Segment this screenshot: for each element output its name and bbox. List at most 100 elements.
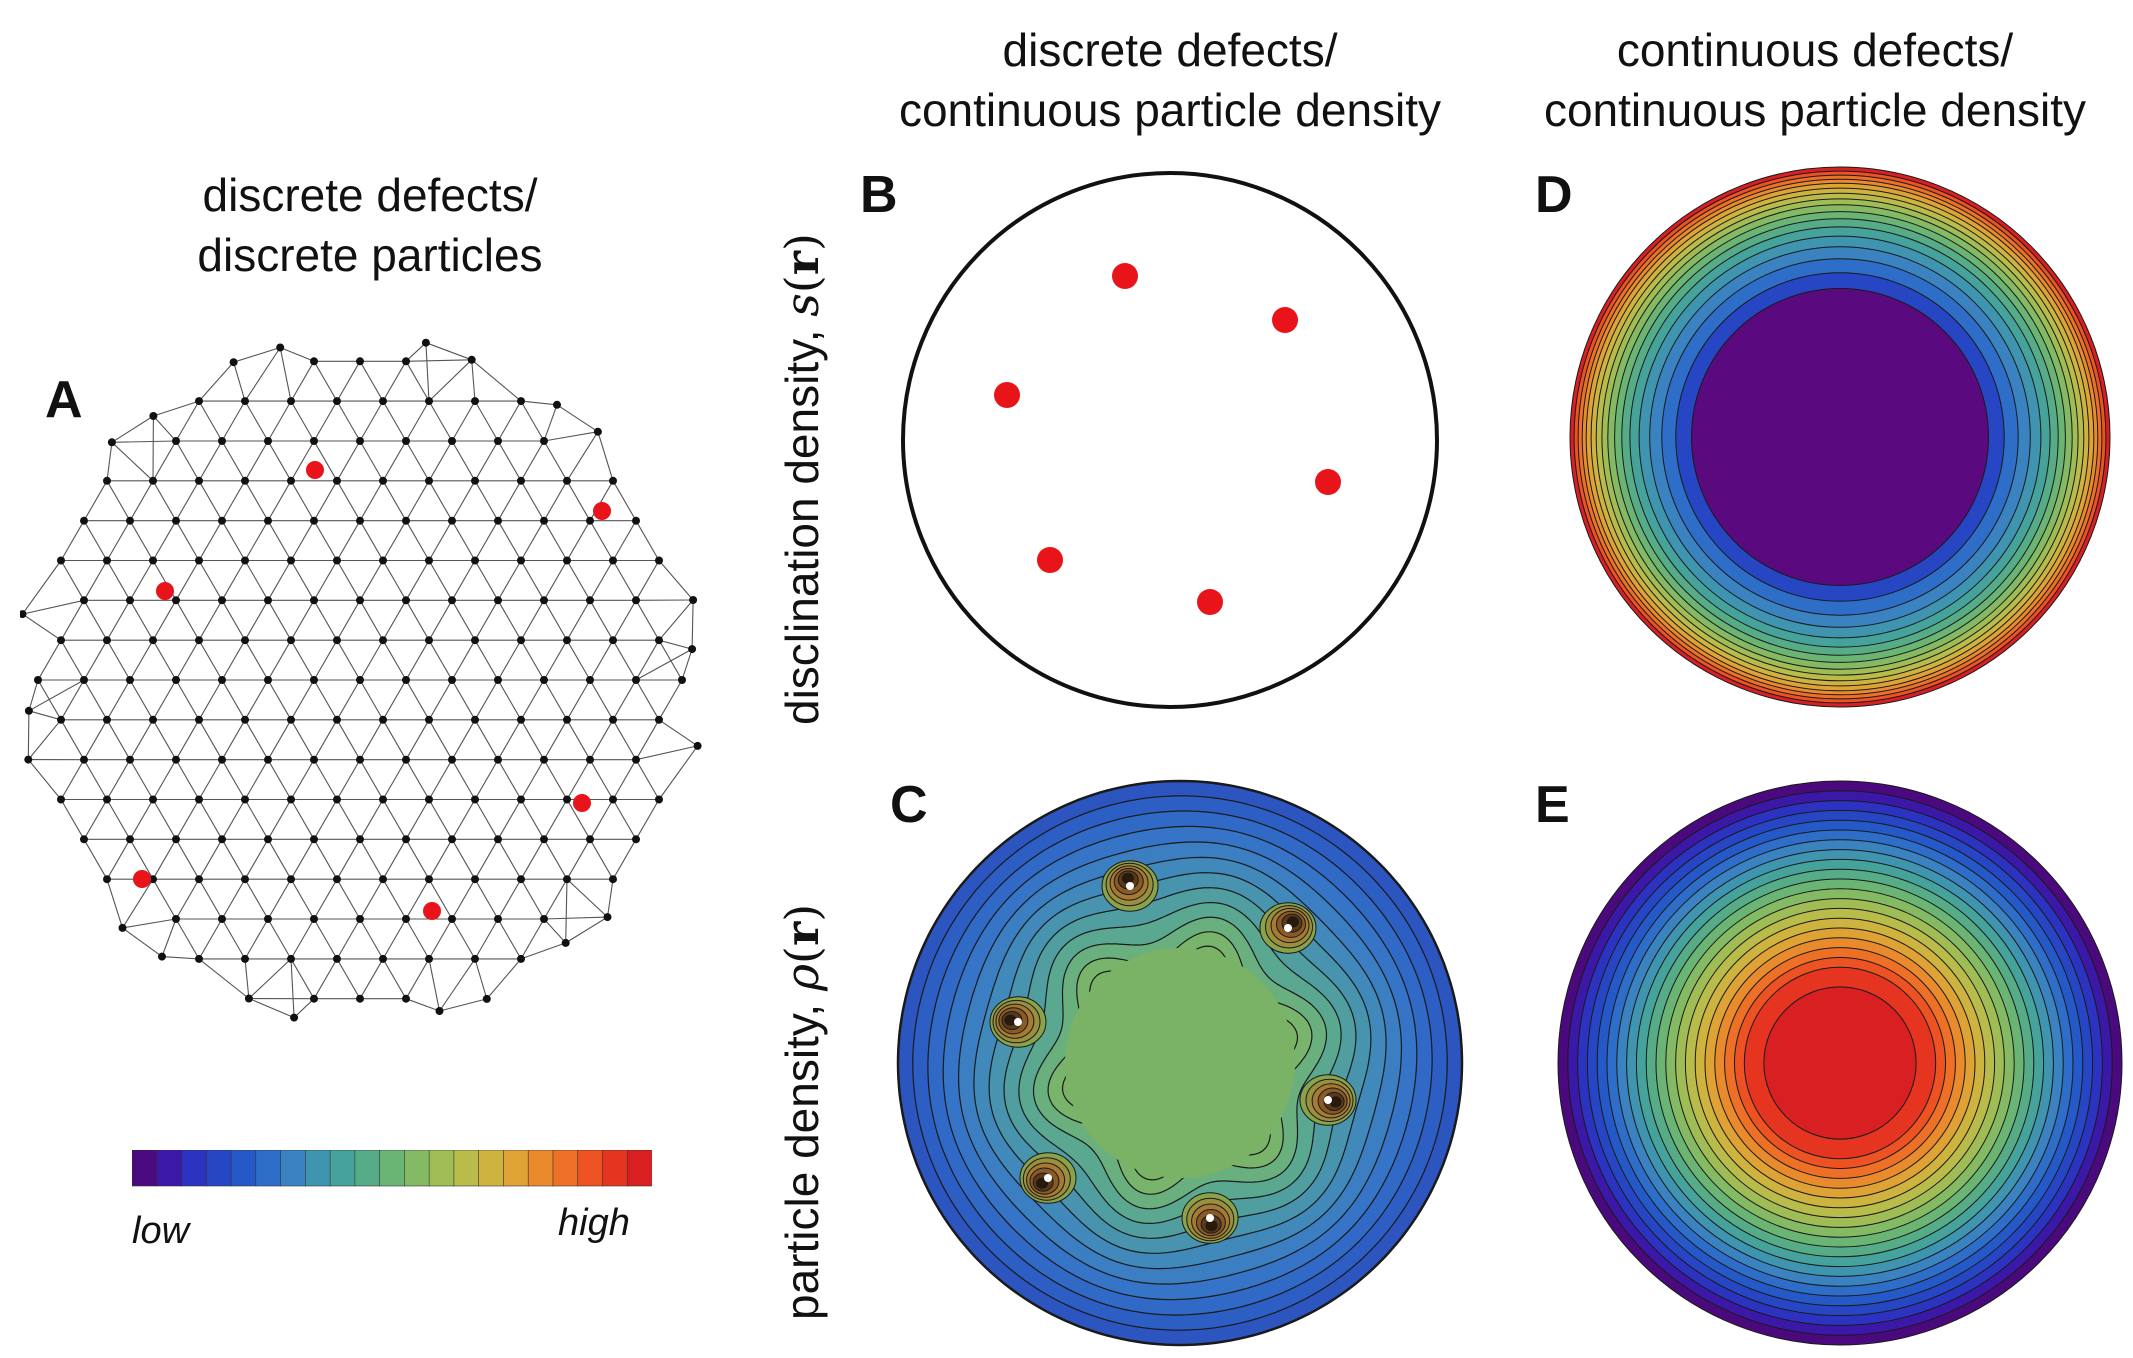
- lattice-edge: [267, 480, 292, 521]
- lattice-edge: [83, 799, 108, 840]
- lattice-edge: [612, 719, 637, 760]
- lattice-edge: [267, 639, 292, 681]
- lattice-node: [218, 596, 226, 605]
- lattice-node: [218, 835, 226, 844]
- lattice-edge: [565, 916, 608, 944]
- lattice-edge: [152, 600, 177, 641]
- lattice-edge: [566, 759, 591, 800]
- lattice-edge: [543, 639, 568, 681]
- lattice-edge: [152, 480, 177, 521]
- lattice-node: [689, 596, 698, 604]
- lattice-node: [24, 755, 33, 764]
- lattice-node: [333, 715, 341, 724]
- lattice-edge: [425, 342, 472, 361]
- lattice-node: [126, 676, 134, 684]
- lattice-edge: [428, 639, 453, 681]
- lattice-node: [494, 437, 502, 445]
- lattice-edge: [405, 958, 430, 999]
- colorbar-swatch: [329, 1150, 356, 1187]
- lattice-node: [494, 755, 502, 764]
- lattice-edge: [198, 600, 223, 641]
- lattice-node: [287, 556, 295, 565]
- lattice-edge: [313, 400, 338, 442]
- lattice-edge: [221, 759, 246, 800]
- lattice-edge: [152, 799, 177, 840]
- lattice-edge: [497, 639, 522, 681]
- lattice-edge: [244, 520, 269, 561]
- lattice-node: [333, 556, 341, 565]
- row-label-disclination-open: (: [775, 275, 829, 294]
- lattice-node: [158, 952, 166, 961]
- title-col-de-line1: continuous defects/: [1616, 24, 2014, 76]
- lattice-edge: [290, 520, 315, 561]
- lattice-node: [402, 835, 410, 844]
- lattice-edge: [474, 480, 499, 521]
- lattice-edge: [566, 480, 591, 521]
- lattice-edge: [474, 918, 499, 960]
- lattice-edge: [520, 878, 545, 920]
- lattice-edge: [336, 560, 361, 601]
- lattice-edges: [22, 342, 699, 1019]
- lattice-edge: [405, 480, 430, 521]
- lattice-edge: [474, 520, 499, 561]
- lattice-edge: [451, 759, 476, 800]
- title-col-bc-line2: continuous particle density: [898, 84, 1442, 136]
- lattice-edge: [111, 440, 177, 443]
- lattice-node: [241, 476, 249, 485]
- lattice-node: [195, 556, 203, 565]
- lattice-edge: [28, 710, 62, 721]
- lattice-node: [218, 915, 226, 923]
- lattice-edge: [27, 719, 62, 760]
- lattice-edge: [428, 520, 453, 561]
- lattice-edge: [83, 560, 108, 601]
- lattice-node: [172, 596, 180, 605]
- lattice-node: [241, 875, 249, 884]
- lattice-edge: [161, 918, 177, 957]
- lattice-edge: [382, 361, 407, 402]
- lattice-edge: [313, 759, 338, 800]
- lattice-edge: [60, 520, 85, 561]
- lattice-edge: [198, 639, 223, 681]
- lattice-edge: [520, 520, 545, 561]
- lattice-node: [471, 954, 479, 963]
- lattice-edge: [336, 639, 361, 681]
- lattice-edge: [566, 878, 608, 918]
- lattice-edge: [635, 679, 660, 721]
- lattice-edge: [382, 839, 407, 880]
- colorbar-swatch: [602, 1150, 629, 1187]
- lattice-edge: [60, 560, 85, 601]
- lattice-edge: [658, 560, 694, 601]
- lattice-edge: [198, 361, 235, 402]
- defect-dot: [1037, 547, 1063, 573]
- lattice-node: [609, 795, 617, 804]
- lattice-edge: [175, 839, 200, 880]
- lattice-edge: [497, 679, 522, 721]
- lattice-edge: [244, 560, 269, 601]
- lattice-edge: [313, 600, 338, 641]
- lattice-edge: [405, 918, 430, 960]
- lattice-edge: [497, 480, 522, 521]
- lattice-edge: [290, 480, 315, 521]
- lattice-edge: [290, 440, 315, 482]
- lattice-edge: [267, 400, 292, 442]
- lattice-node: [333, 476, 341, 485]
- lattice-node: [333, 397, 341, 406]
- lattice-edge: [359, 600, 384, 641]
- lattice-node: [264, 596, 272, 605]
- panel-e-particle-density: [1557, 780, 2123, 1346]
- lattice-node: [241, 636, 249, 645]
- panel-b-boundary: [901, 171, 1439, 709]
- panel-label-b: B: [860, 166, 898, 224]
- lattice-node: [471, 476, 479, 485]
- lattice-node: [310, 357, 318, 366]
- lattice-edge: [520, 400, 545, 442]
- particle-density-ring: [1763, 986, 1917, 1140]
- lattice-edge: [382, 679, 407, 721]
- lattice-edge: [566, 679, 591, 721]
- lattice-edge: [290, 878, 315, 920]
- lattice-node: [540, 915, 548, 923]
- lattice-node: [310, 835, 318, 844]
- lattice-edge: [106, 879, 124, 929]
- lattice-edge: [474, 759, 499, 800]
- lattice-edge: [175, 600, 200, 641]
